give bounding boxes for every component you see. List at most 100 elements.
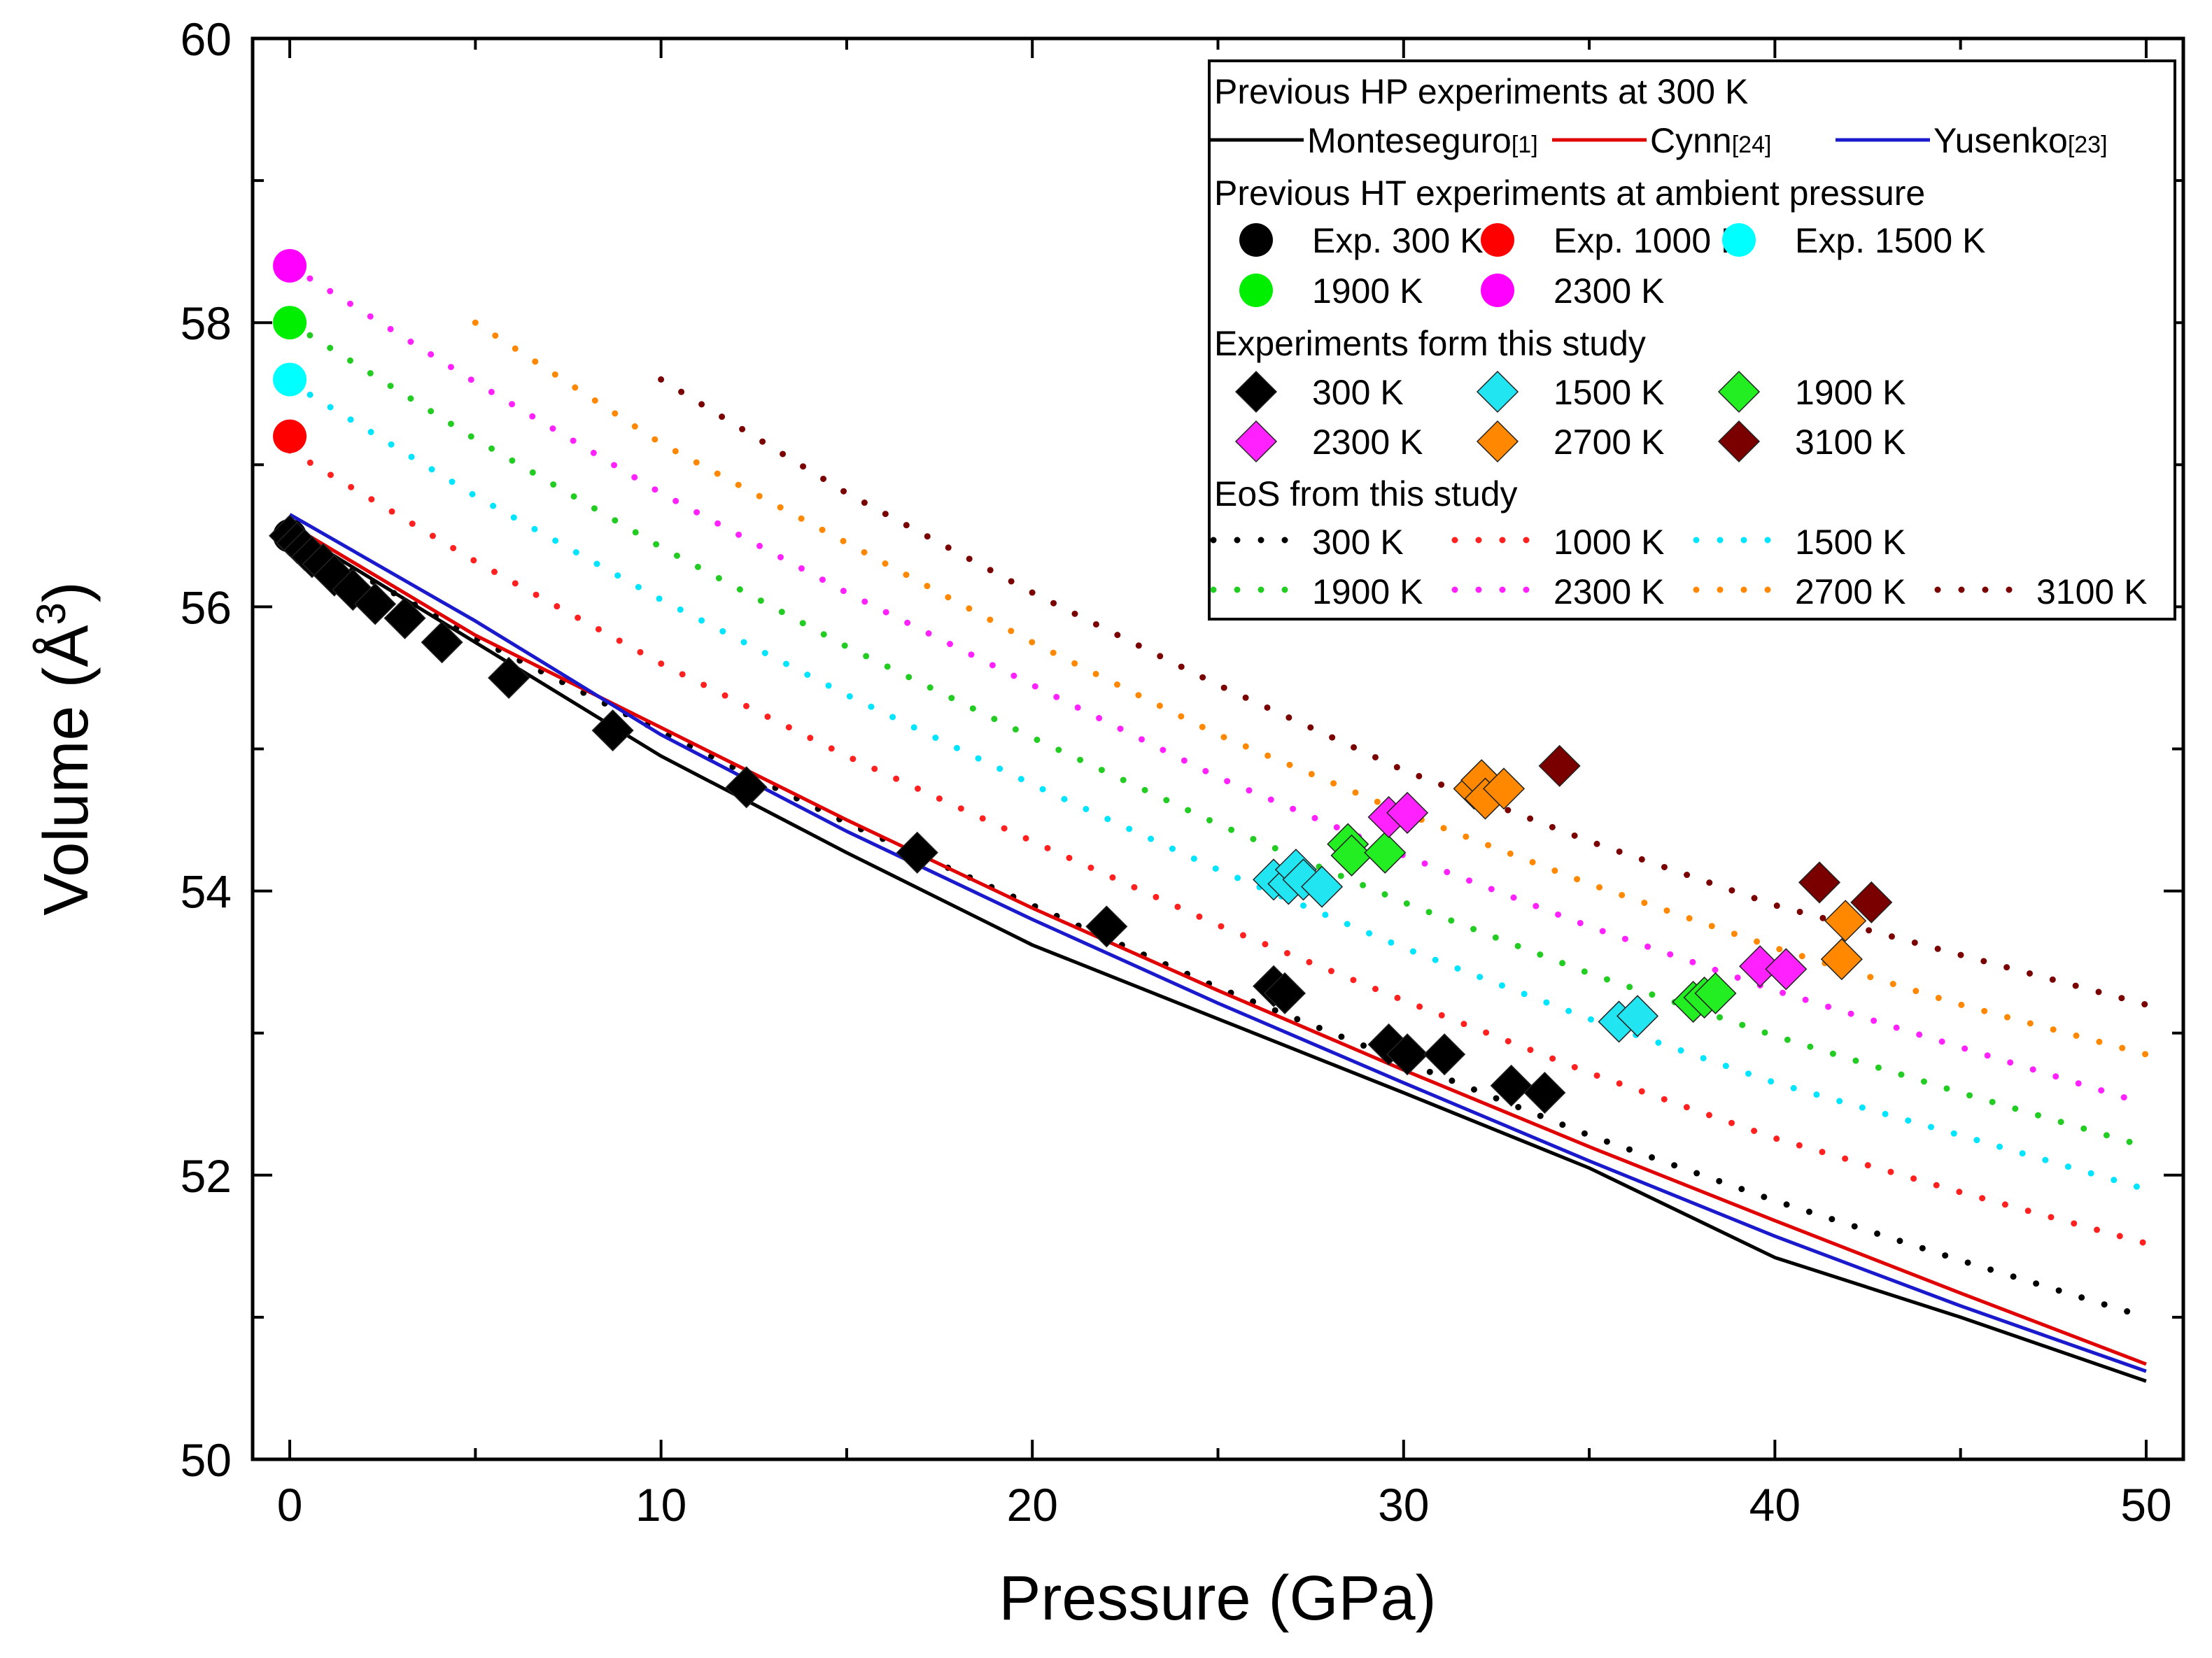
y-tick-label: 56	[181, 581, 232, 633]
y-tick-label: 54	[181, 866, 232, 918]
exp-point-300-k	[488, 656, 530, 700]
eos-curve-3100-k	[658, 376, 2150, 1008]
legend-marker-exp-300-k	[1234, 370, 1278, 413]
x-axis-label: Pressure (GPa)	[999, 1564, 1436, 1634]
legend-items: Monteseguro[1] Cynn[24] Yusenko[23] Exp. 30…	[1209, 121, 2147, 611]
legend-label-exp-300-k: 300 K	[1312, 373, 1404, 412]
exp-point-300-k	[725, 766, 768, 809]
legend-label-ht-exp-1500-k: Exp. 1500 K	[1795, 221, 1985, 260]
legend-label-exp-1500-k: 1500 K	[1554, 373, 1664, 412]
exp-point-3100-k	[1850, 881, 1893, 923]
legend-label-exp-2700-k: 2700 K	[1554, 423, 1664, 462]
legend-marker-ht-exp-1000-k	[1481, 223, 1514, 257]
exp-point-2300-k	[1739, 945, 1782, 988]
exp-point-2300-k	[1386, 791, 1429, 834]
eos-curve-1000-k	[286, 447, 2150, 1247]
legend-marker-ht-exp-300-k	[1239, 223, 1273, 257]
exp-point-1500-k	[1616, 995, 1659, 1037]
exp-point-1900-k	[1330, 834, 1373, 877]
legend-marker-ht-exp-1500-k	[1722, 223, 1756, 257]
ht-point-2300-k	[273, 248, 307, 283]
exp-point-300-k	[1523, 1071, 1566, 1114]
y-tick-label: 58	[181, 297, 232, 349]
y-tick-label: 60	[181, 13, 232, 65]
exp-point-1900-k	[1364, 831, 1407, 874]
y-axis-label: Volume (Å3)	[29, 581, 101, 915]
eos-curve-2700-k	[472, 319, 2150, 1058]
legend-marker-exp-2300-k	[1234, 420, 1278, 463]
legend-marker-exp-1900-k	[1717, 370, 1761, 413]
ht-point-exp-1500-k	[273, 362, 307, 397]
legend-label-yusenko: Yusenko[23]	[1933, 121, 2108, 160]
y-axis-label-main: Volume (Å	[31, 625, 101, 916]
x-tick-label: 50	[2120, 1479, 2171, 1531]
exp-point-300-k	[354, 583, 397, 625]
exp-point-300-k	[896, 831, 938, 874]
legend-box	[1208, 59, 2176, 621]
x-tick-label: 30	[1378, 1479, 1429, 1531]
legend-label-ht-1900-k: 1900 K	[1312, 271, 1423, 311]
legend-label-monteseguro: Monteseguro[1]	[1307, 121, 1538, 160]
exp-point-2700-k	[1820, 938, 1863, 981]
legend-label-ref: [24]	[1732, 132, 1772, 158]
x-tick-label: 10	[635, 1479, 686, 1531]
exp-point-2700-k	[1824, 900, 1867, 942]
legend-label-eos-1000-k: 1000 K	[1554, 523, 1664, 562]
exp-point-1500-k	[1301, 865, 1344, 908]
axes-layer: 0 10 20 30 40 50 50 52 54 56 58 60	[181, 13, 2183, 1531]
hp-line-yusenko	[288, 513, 2147, 1373]
plot-series-layer	[268, 248, 2150, 1383]
legend-label-eos-300-k: 300 K	[1312, 523, 1404, 562]
exp-point-3100-k	[1538, 744, 1581, 787]
legend-marker-exp-3100-k	[1717, 420, 1761, 463]
legend-label-cynn: Cynn[24]	[1650, 121, 1771, 160]
exp-point-300-k	[1263, 972, 1306, 1014]
legend-label-eos-1500-k: 1500 K	[1795, 523, 1905, 562]
exp-point-2700-k	[1482, 767, 1526, 810]
legend-label-eos-2300-k: 2300 K	[1554, 572, 1664, 611]
x-tick-label: 0	[277, 1479, 303, 1531]
legend-label-ht-exp-300-k: Exp. 300 K	[1312, 221, 1484, 260]
legend-section-eos: EoS from this study	[1214, 474, 1518, 513]
ht-point-1900-k	[273, 306, 307, 340]
legend-label-ref: [1]	[1512, 132, 1538, 158]
y-axis-label-sup: 3	[29, 602, 74, 625]
exp-point-300-k	[383, 597, 426, 639]
ht-point-exp-1000-k	[273, 419, 307, 453]
legend-label-ht-exp-1000-k: Exp. 1000 K	[1554, 221, 1744, 260]
exp-point-300-k	[332, 568, 374, 611]
legend: Previous HP experiments at 300 K Previou…	[1208, 59, 2176, 621]
legend-marker-exp-1500-k	[1476, 370, 1519, 413]
hp-line-monteseguro	[288, 527, 2147, 1383]
legend-label-text: Monteseguro	[1307, 121, 1512, 160]
legend-marker-ht-2300-k	[1481, 274, 1514, 307]
legend-label-text: Yusenko	[1933, 121, 2068, 160]
legend-label-ht-2300-k: 2300 K	[1554, 271, 1664, 311]
legend-marker-ht-1900-k	[1239, 274, 1273, 307]
exp-point-300-k	[421, 621, 463, 664]
x-tick-label: 40	[1749, 1479, 1801, 1531]
legend-label-eos-3100-k: 3100 K	[2036, 572, 2147, 611]
legend-section-ht: Previous HT experiments at ambient press…	[1214, 173, 1925, 213]
legend-marker-exp-2700-k	[1476, 420, 1519, 463]
exp-point-3100-k	[1798, 861, 1841, 904]
exp-point-300-k	[1085, 905, 1128, 948]
y-tick-label: 50	[181, 1434, 232, 1486]
legend-section-exp: Experiments form this study	[1214, 324, 1646, 363]
legend-label-eos-2700-k: 2700 K	[1795, 572, 1905, 611]
exp-point-300-k	[591, 709, 634, 752]
x-tick-label: 20	[1007, 1479, 1058, 1531]
exp-point-1900-k	[1694, 972, 1737, 1014]
legend-label-exp-3100-k: 3100 K	[1795, 423, 1905, 462]
legend-label-exp-1900-k: 1900 K	[1795, 373, 1905, 412]
legend-section-hp: Previous HP experiments at 300 K	[1214, 72, 1748, 111]
hp-line-cynn	[288, 523, 2147, 1366]
y-tick-label: 52	[181, 1150, 232, 1202]
exp-point-300-k	[1386, 1033, 1429, 1076]
exp-point-300-k	[1490, 1064, 1533, 1107]
y-axis-label-close: )	[31, 581, 101, 602]
exp-point-2300-k	[1765, 948, 1808, 991]
exp-point-300-k	[1423, 1033, 1466, 1076]
